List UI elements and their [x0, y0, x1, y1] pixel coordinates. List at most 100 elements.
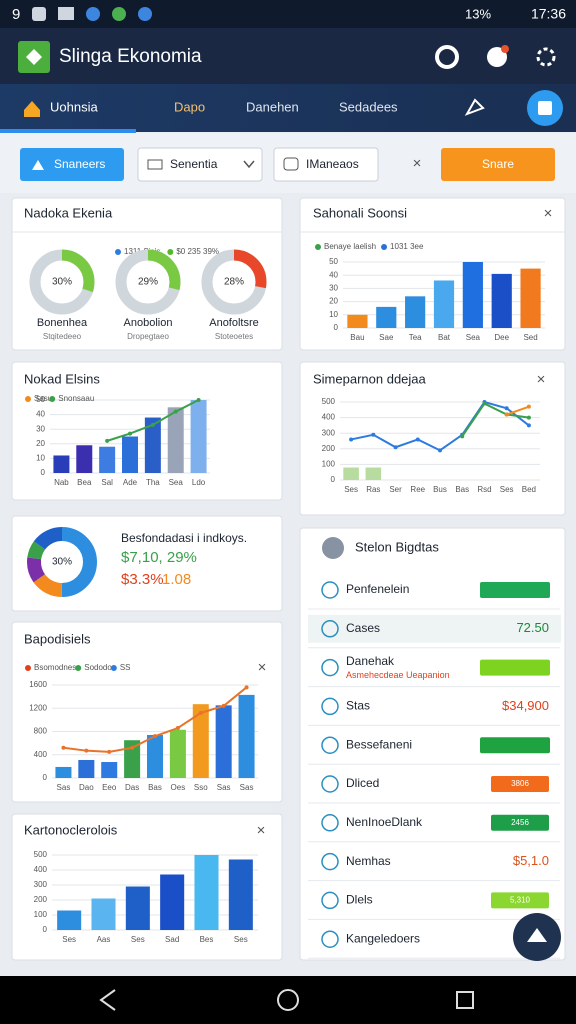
x-tick-label: Ses: [234, 935, 248, 944]
x-tick-label: Aas: [97, 935, 111, 944]
x-tick-label: Sso: [194, 783, 208, 792]
row-icon: [321, 775, 339, 793]
x-tick-label: Dao: [79, 783, 94, 792]
tab[interactable]: Danehen: [246, 99, 299, 114]
action-button[interactable]: [441, 148, 555, 181]
y-tick-label: 400: [34, 865, 48, 874]
search-field[interactable]: [273, 147, 379, 182]
point: [526, 404, 531, 409]
bar: [91, 898, 116, 930]
y-tick-label: 10: [329, 310, 338, 319]
close-button[interactable]: ×: [258, 659, 267, 676]
pie-segment: [27, 527, 97, 597]
row-value: 72.50: [516, 620, 549, 635]
y-tick-label: 30: [36, 424, 45, 433]
donut-arc: [201, 249, 267, 315]
menu-button[interactable]: [536, 47, 556, 67]
status-pill: [491, 814, 549, 831]
y-tick-label: 1200: [29, 703, 47, 712]
legend-swatch: [25, 396, 31, 402]
tab-bar: [0, 84, 576, 132]
bar: [194, 855, 219, 930]
tab[interactable]: Uohnsia: [50, 99, 98, 114]
row-icon: [321, 620, 339, 638]
pie-segment: [27, 527, 97, 597]
point: [504, 406, 509, 411]
donut-sub: Stoteoetes: [215, 332, 253, 341]
bar: [433, 280, 455, 328]
x-tick-label: Ade: [123, 478, 138, 487]
x-tick-label: Oes: [171, 783, 186, 792]
status-icon: [138, 7, 152, 21]
x-tick-label: Sas: [57, 783, 71, 792]
y-tick-label: 20: [329, 297, 338, 306]
y-tick-label: 0: [331, 475, 336, 484]
notifications-button[interactable]: [487, 47, 507, 67]
bar: [462, 262, 483, 328]
y-tick-label: 40: [36, 410, 45, 419]
donut-arc: [29, 249, 95, 315]
bar: [520, 268, 541, 328]
donut-sub: Dropegtaeo: [127, 332, 169, 341]
bar: [405, 296, 426, 328]
point: [150, 422, 155, 427]
legend-label: Sododo: [84, 663, 112, 672]
card-title: Simeparnon ddejaa: [313, 371, 427, 386]
point: [415, 437, 420, 442]
y-tick-label: 0: [334, 323, 339, 332]
status-icon: [112, 7, 126, 21]
clear-button[interactable]: ×: [413, 155, 422, 172]
y-tick-label: 100: [34, 910, 48, 919]
y-tick-label: 1600: [29, 680, 47, 689]
row-label: Penfenelein: [346, 582, 409, 596]
donut-label: Anobolion: [124, 317, 173, 329]
row-icon: [321, 736, 339, 754]
donut-sub: Stqitedeeo: [43, 332, 82, 341]
point: [175, 726, 180, 731]
bar: [190, 400, 207, 473]
y-tick-label: 800: [34, 727, 48, 736]
pill-text: 2456: [511, 818, 529, 827]
row-icon: [321, 814, 339, 832]
nav-bar: [0, 976, 576, 1024]
back-button[interactable]: [99, 989, 116, 1011]
close-button[interactable]: ×: [257, 822, 266, 839]
dropdown[interactable]: [137, 147, 263, 182]
primary-button[interactable]: [20, 148, 124, 181]
bar: [53, 455, 70, 473]
primary-button-label: Snaneers: [54, 157, 105, 171]
point: [393, 445, 398, 450]
point: [198, 710, 203, 715]
home-button[interactable]: [277, 989, 299, 1011]
point: [61, 745, 66, 750]
x-tick-label: Bes: [200, 935, 214, 944]
y-tick-label: 0: [43, 925, 48, 934]
y-tick-label: 50: [329, 257, 338, 266]
x-tick-label: Tea: [409, 333, 422, 342]
x-tick-label: Bea: [77, 478, 92, 487]
recents-button[interactable]: [456, 991, 474, 1009]
close-button[interactable]: ×: [544, 205, 553, 222]
legend-swatch: [75, 665, 82, 671]
row-icon: [321, 891, 339, 910]
card-title: Nokad Elsins: [24, 371, 100, 386]
share-button[interactable]: [464, 98, 485, 116]
close-button[interactable]: ×: [537, 371, 546, 388]
settings-button[interactable]: [435, 45, 459, 69]
row-label: Dlels: [346, 893, 373, 907]
tab[interactable]: Dapo: [174, 99, 205, 114]
bar: [146, 734, 164, 778]
list-icon: [322, 537, 344, 559]
bar: [343, 467, 359, 480]
bar: [144, 417, 161, 473]
legend-swatch: [315, 244, 321, 250]
row-highlight: [308, 614, 561, 643]
x-tick-label: Ses: [344, 485, 358, 494]
row-sub: Asmehecdeae Ueapanion: [346, 670, 450, 680]
tab[interactable]: Sedadees: [339, 99, 398, 114]
x-tick-label: Sas: [217, 783, 231, 792]
donut-value: 29%: [138, 277, 158, 288]
bar: [78, 759, 95, 778]
